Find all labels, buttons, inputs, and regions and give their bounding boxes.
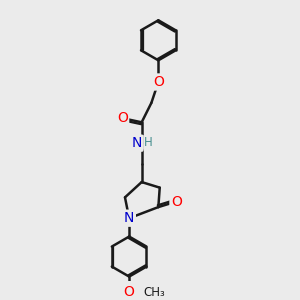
Text: O: O <box>171 194 182 208</box>
Text: N: N <box>124 211 134 225</box>
Text: O: O <box>124 285 135 299</box>
Text: H: H <box>144 136 153 149</box>
Text: O: O <box>117 111 128 125</box>
Text: O: O <box>153 75 164 89</box>
Text: N: N <box>131 136 142 150</box>
Text: CH₃: CH₃ <box>144 286 165 298</box>
